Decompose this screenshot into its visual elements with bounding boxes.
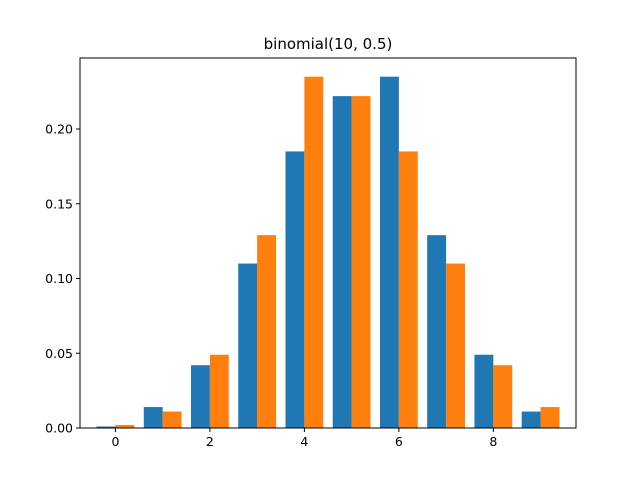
bar-series2-x7 [446,263,465,428]
y-tick-label: 0.15 [45,196,73,211]
bar-series2-x3 [257,235,277,428]
x-tick-label: 6 [395,434,403,449]
plot-frame [79,57,577,429]
y-axis: 0.00 0.05 0.10 0.15 0.20 [45,122,80,436]
bar-series1-x0 [96,426,116,428]
bar-series1-x3 [238,263,258,428]
bar-series1-x6 [379,76,399,429]
x-tick-label: 4 [300,434,308,449]
bar-series1-x5 [332,96,352,428]
x-tick-label: 0 [111,434,119,449]
y-tick-label: 0.05 [45,346,73,361]
bar-series2-x8 [493,365,513,428]
bar-series2-x9 [540,407,560,428]
bar-series2-x0 [115,425,135,428]
bar-series1-x8 [474,354,494,428]
chart-title: binomial(10, 0.5) [264,35,393,53]
x-axis: 0 2 4 6 8 [111,428,497,449]
y-tick-label: 0.10 [45,271,73,286]
bar-series1-x9 [521,411,541,428]
bar-series2-x2 [209,354,229,428]
y-tick-label: 0.00 [45,421,73,436]
bar-series1-x1 [143,407,163,428]
bar-series1-x4 [285,151,305,429]
bar-series2-x5 [351,96,371,428]
bars [96,76,560,429]
bar-series2-x1 [162,411,182,428]
x-tick-label: 2 [206,434,214,449]
bar-series2-x6 [398,151,418,429]
bar-series1-x7 [427,235,447,428]
bar-series1-x2 [191,365,210,428]
x-tick-label: 8 [489,434,497,449]
y-tick-label: 0.20 [45,122,73,137]
bar-series2-x4 [304,76,324,429]
